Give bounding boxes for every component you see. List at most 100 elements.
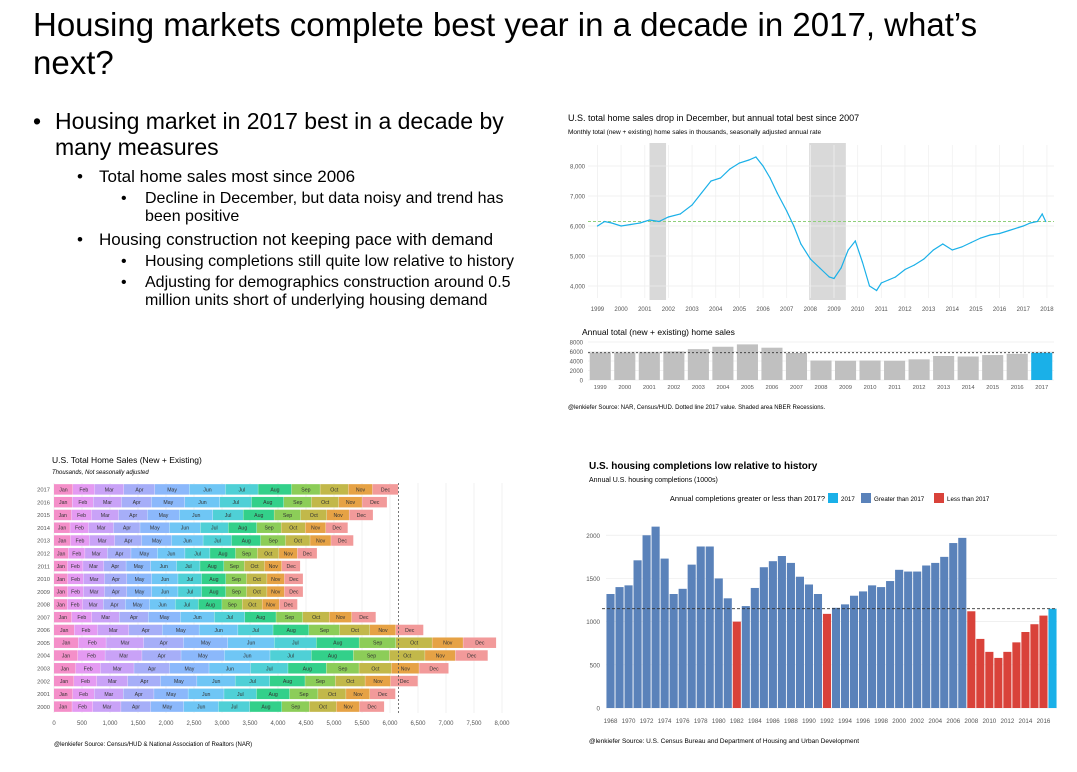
- data-point: [809, 258, 811, 260]
- segment-label: Jul: [287, 654, 294, 660]
- y-tick-label: 2000: [586, 533, 600, 540]
- segment: [77, 650, 105, 661]
- segment: [149, 599, 176, 610]
- segment: [82, 599, 104, 610]
- chart-subtitle: Thousands, Not seasonally adjusted: [52, 470, 149, 476]
- segment: [249, 701, 282, 712]
- segment: [238, 624, 273, 636]
- data-point: [793, 225, 795, 227]
- segment-label: Dec: [405, 628, 415, 634]
- chart-subtitle: Monthly total (new + existing) home sale…: [568, 129, 821, 136]
- segment: [54, 637, 79, 648]
- segment-label: Jun: [192, 513, 200, 519]
- segment: [197, 675, 235, 687]
- bar: [786, 562, 795, 708]
- segment: [54, 675, 74, 687]
- segment-label: Jul: [266, 666, 273, 672]
- bar: [958, 537, 967, 708]
- x-tick-label: 2008: [964, 718, 978, 725]
- segment: [260, 535, 286, 546]
- x-tick-label: 2006: [756, 307, 770, 313]
- segment-label: May: [139, 551, 149, 557]
- segment: [68, 548, 85, 559]
- y-tick-label: 2011: [38, 564, 50, 570]
- x-tick-label: 2012: [913, 385, 926, 391]
- segment: [178, 573, 202, 585]
- segment-label: Feb: [84, 666, 93, 672]
- housing-completions-bar-chart: U.S. housing completions low relative to…: [586, 461, 1057, 745]
- segment: [214, 611, 245, 623]
- segment-label: May: [166, 692, 176, 698]
- x-tick-label: 2009: [827, 307, 841, 313]
- x-tick-label: 1994: [838, 718, 852, 725]
- bullet-level3: • Housing completions still quite low rel…: [121, 253, 543, 271]
- segment-label: May: [174, 679, 184, 685]
- segment-label: Jan: [62, 654, 70, 660]
- data-point: [762, 165, 764, 167]
- x-tick-label: 1996: [856, 718, 870, 725]
- x-tick-label: 2002: [910, 718, 924, 725]
- segment: [297, 548, 317, 559]
- bar: [795, 576, 804, 708]
- bullet-marker: •: [77, 167, 83, 186]
- y-tick-label: 2016: [37, 500, 50, 506]
- segment-label: Jan: [57, 602, 65, 608]
- segment: [320, 484, 349, 495]
- x-tick-label: 2002: [667, 385, 680, 391]
- segment-label: Nov: [353, 692, 363, 698]
- segment-label: Jan: [61, 666, 69, 672]
- segment-label: Oct: [289, 526, 298, 532]
- segment: [107, 548, 131, 559]
- data-point: [639, 222, 641, 224]
- y-tick-label: 7,000: [570, 195, 586, 201]
- segment-label: Sep: [242, 551, 251, 557]
- segment-label: Mar: [89, 602, 98, 608]
- y-tick-label: 2003: [37, 666, 50, 672]
- segment: [83, 586, 105, 597]
- segment-label: Jun: [243, 654, 251, 660]
- segment: [71, 611, 92, 623]
- segment: [188, 688, 224, 700]
- x-tick-label: 6,000: [382, 721, 398, 727]
- segment-label: Sep: [293, 500, 302, 506]
- segment-label: Aug: [209, 590, 218, 596]
- segment: [326, 663, 359, 674]
- segment: [209, 663, 251, 674]
- segment: [175, 599, 199, 610]
- segment-label: Oct: [328, 692, 337, 698]
- segment-label: Mar: [90, 577, 99, 583]
- segment-label: Apr: [129, 513, 137, 519]
- x-tick-label: 2001: [638, 307, 652, 313]
- segment-label: Jun: [226, 666, 234, 672]
- segment: [257, 548, 279, 559]
- bullet-level1: • Housing market in 2017 best in a decade…: [33, 108, 543, 160]
- data-point: [861, 261, 863, 263]
- segment-label: Nov: [269, 564, 279, 570]
- annual-sales-bar-chart: Annual total (new + existing) home sales…: [568, 327, 1054, 411]
- y-tick-label: 0: [580, 379, 584, 385]
- segment-label: Jan: [59, 705, 67, 711]
- x-tick-label: 2017: [1017, 307, 1031, 313]
- segment-label: Nov: [316, 539, 326, 545]
- segment-label: Sep: [264, 526, 273, 532]
- segment-label: Jan: [59, 513, 67, 519]
- bar: [884, 360, 906, 380]
- data-point: [1017, 226, 1020, 229]
- segment: [180, 611, 215, 623]
- segment: [326, 509, 349, 521]
- bar: [840, 604, 850, 708]
- monthly-sales-line-chart: U.S. total home sales drop in December, …: [568, 113, 1054, 313]
- segment-label: Jan: [59, 692, 67, 698]
- bar: [813, 594, 823, 708]
- segment: [54, 509, 72, 521]
- chart-title: U.S. Total Home Sales (New + Existing): [52, 455, 202, 465]
- bar: [589, 352, 611, 380]
- segment-label: Sep: [367, 654, 376, 660]
- data-point: [887, 279, 890, 281]
- segment-label: Jul: [231, 705, 238, 711]
- segment: [359, 637, 396, 648]
- segment-label: Jun: [198, 500, 206, 506]
- segment-label: Apr: [112, 577, 120, 583]
- data-point: [1022, 225, 1024, 227]
- segment: [67, 586, 84, 597]
